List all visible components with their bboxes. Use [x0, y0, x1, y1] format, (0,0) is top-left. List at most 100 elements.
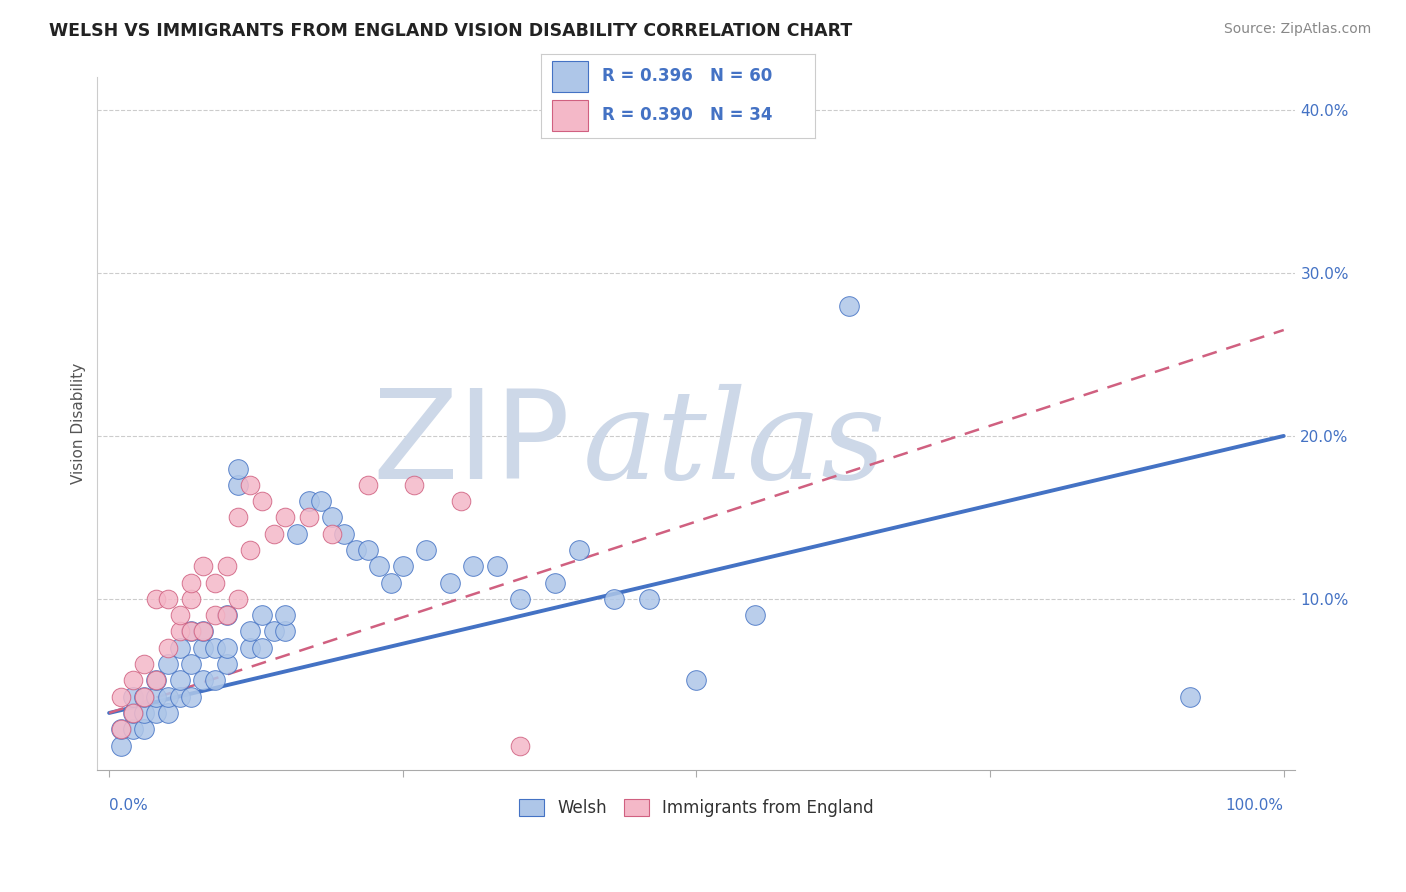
Point	[309, 494, 332, 508]
Point	[204, 640, 226, 655]
Point	[638, 591, 661, 606]
Text: ZIP: ZIP	[373, 384, 571, 505]
Point	[380, 575, 402, 590]
Point	[110, 690, 132, 704]
Point	[180, 690, 202, 704]
Point	[274, 624, 297, 639]
Point	[463, 559, 485, 574]
Point	[169, 690, 191, 704]
Point	[169, 640, 191, 655]
Point	[110, 723, 132, 737]
Point	[156, 706, 179, 720]
Point	[356, 543, 378, 558]
Point	[744, 608, 766, 623]
Point	[226, 591, 249, 606]
Point	[239, 478, 262, 492]
Point	[263, 624, 285, 639]
Point	[134, 723, 156, 737]
Text: 100.0%: 100.0%	[1226, 797, 1284, 813]
Point	[321, 526, 343, 541]
Point	[568, 543, 591, 558]
Text: 0.0%: 0.0%	[110, 797, 148, 813]
Point	[156, 657, 179, 671]
Point	[156, 591, 179, 606]
Point	[110, 739, 132, 753]
Point	[450, 494, 472, 508]
Point	[509, 591, 531, 606]
Point	[145, 591, 167, 606]
Point	[250, 608, 273, 623]
Point	[145, 673, 167, 688]
Point	[544, 575, 567, 590]
Text: R = 0.396   N = 60: R = 0.396 N = 60	[602, 68, 772, 86]
Point	[215, 640, 238, 655]
Point	[485, 559, 508, 574]
Point	[145, 706, 167, 720]
Point	[321, 510, 343, 524]
Point	[239, 640, 262, 655]
Text: atlas: atlas	[582, 384, 886, 505]
Y-axis label: Vision Disability: Vision Disability	[72, 363, 86, 484]
Point	[509, 739, 531, 753]
Point	[239, 624, 262, 639]
Point	[368, 559, 391, 574]
Point	[226, 461, 249, 475]
Point	[298, 510, 321, 524]
Point	[356, 478, 378, 492]
Point	[191, 559, 214, 574]
Point	[134, 706, 156, 720]
Point	[134, 657, 156, 671]
Point	[215, 608, 238, 623]
Point	[191, 640, 214, 655]
Point	[121, 706, 143, 720]
Point	[333, 526, 356, 541]
Text: R = 0.390   N = 34: R = 0.390 N = 34	[602, 106, 772, 124]
Point	[263, 526, 285, 541]
Point	[121, 706, 143, 720]
Point	[191, 624, 214, 639]
Point	[285, 526, 308, 541]
Point	[110, 723, 132, 737]
Point	[169, 624, 191, 639]
Point	[145, 690, 167, 704]
Point	[156, 640, 179, 655]
Bar	[553, 100, 588, 130]
Point	[215, 608, 238, 623]
Text: Source: ZipAtlas.com: Source: ZipAtlas.com	[1223, 22, 1371, 37]
Point	[439, 575, 461, 590]
Point	[169, 673, 191, 688]
Point	[404, 478, 426, 492]
Point	[838, 299, 860, 313]
Point	[180, 657, 202, 671]
Point	[204, 575, 226, 590]
Point	[180, 624, 202, 639]
Point	[180, 591, 202, 606]
Point	[215, 559, 238, 574]
Point	[191, 624, 214, 639]
Point	[226, 478, 249, 492]
Point	[145, 673, 167, 688]
Point	[156, 690, 179, 704]
Point	[204, 608, 226, 623]
Point	[344, 543, 367, 558]
Point	[250, 640, 273, 655]
Point	[685, 673, 707, 688]
Point	[298, 494, 321, 508]
Point	[250, 494, 273, 508]
Point	[169, 608, 191, 623]
Point	[134, 690, 156, 704]
Point	[226, 510, 249, 524]
Point	[215, 657, 238, 671]
Point	[121, 690, 143, 704]
Point	[180, 624, 202, 639]
Point	[191, 673, 214, 688]
Legend: Welsh, Immigrants from England: Welsh, Immigrants from England	[512, 792, 880, 824]
Point	[391, 559, 413, 574]
Point	[1178, 690, 1201, 704]
Point	[274, 510, 297, 524]
Point	[121, 673, 143, 688]
Point	[603, 591, 626, 606]
Point	[415, 543, 437, 558]
Point	[239, 543, 262, 558]
Bar	[553, 62, 588, 92]
